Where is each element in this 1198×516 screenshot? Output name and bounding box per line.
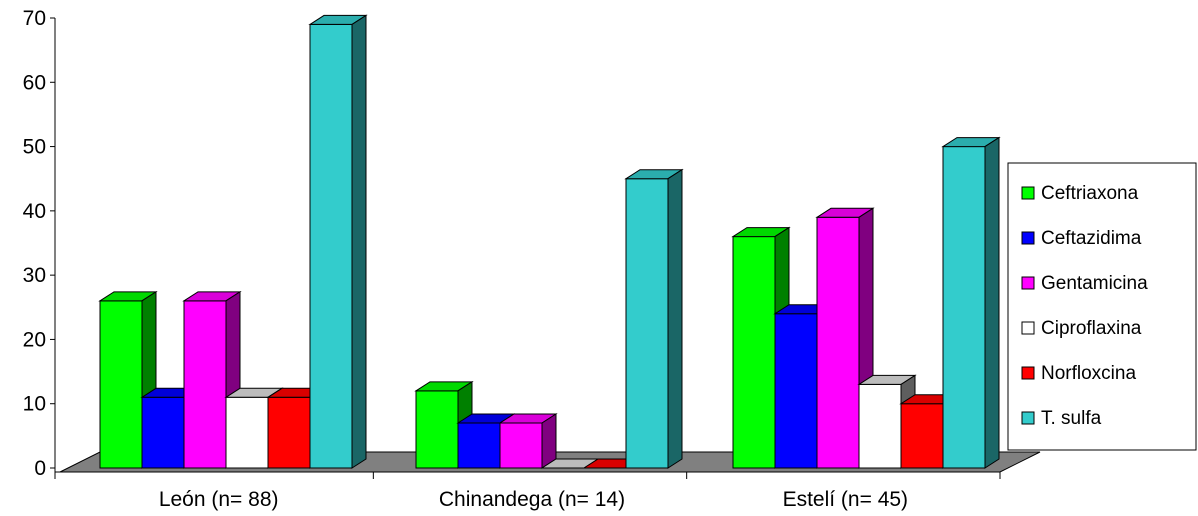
bar-front xyxy=(415,390,459,469)
legend-swatch xyxy=(1021,411,1035,425)
y-tick-label: 40 xyxy=(23,200,46,223)
x-category-label: Chinandega (n= 14) xyxy=(439,488,625,511)
legend-box xyxy=(1007,162,1197,451)
legend-label: Norfloxcina xyxy=(1041,363,1136,384)
bar-front xyxy=(267,396,311,469)
bar-side xyxy=(984,136,1000,469)
bar xyxy=(624,168,684,469)
x-category-label: León (n= 88) xyxy=(159,488,279,511)
bar-front xyxy=(309,23,353,469)
legend-swatch xyxy=(1021,231,1035,245)
y-tick-label: 0 xyxy=(34,457,46,480)
y-tick-label: 60 xyxy=(23,71,46,94)
legend: Ceftriaxona Ceftazidima Gentamicina Ciprofl… xyxy=(1007,162,1197,451)
bar-front xyxy=(625,178,669,469)
y-tick-label: 20 xyxy=(23,328,46,351)
y-tick-label: 70 xyxy=(23,7,46,30)
legend-label: T. sulfa xyxy=(1041,408,1102,429)
bar-front xyxy=(900,403,944,469)
legend-label: Ceftriaxona xyxy=(1041,183,1139,204)
bar xyxy=(456,413,516,469)
bar-front xyxy=(141,396,185,469)
y-tick-label: 30 xyxy=(23,264,46,287)
legend-swatch xyxy=(1021,366,1035,380)
bar-front xyxy=(942,146,986,469)
bar-side xyxy=(667,168,683,469)
y-tick-label: 50 xyxy=(23,136,46,159)
bar-front xyxy=(858,383,902,469)
bar-front xyxy=(457,422,501,469)
bar-front xyxy=(774,313,818,469)
legend-label: Gentamicina xyxy=(1041,273,1148,294)
legend-label: Ciproflaxina xyxy=(1041,318,1142,339)
bar-front xyxy=(99,300,143,469)
legend-swatch xyxy=(1021,321,1035,335)
bar-front xyxy=(225,396,269,469)
bar xyxy=(941,136,1001,469)
bar-front xyxy=(732,236,776,469)
bar xyxy=(498,413,558,469)
x-category-label: Estelí (n= 45) xyxy=(783,488,908,511)
legend-label: Ceftazidima xyxy=(1041,228,1142,249)
legend-swatch xyxy=(1021,276,1035,290)
bar-front xyxy=(499,422,543,469)
bar xyxy=(308,14,368,469)
y-tick-label: 10 xyxy=(23,393,46,416)
bar-front xyxy=(816,216,860,469)
legend-swatch xyxy=(1021,186,1035,200)
bar-front xyxy=(183,300,227,469)
bar-side xyxy=(351,14,367,469)
